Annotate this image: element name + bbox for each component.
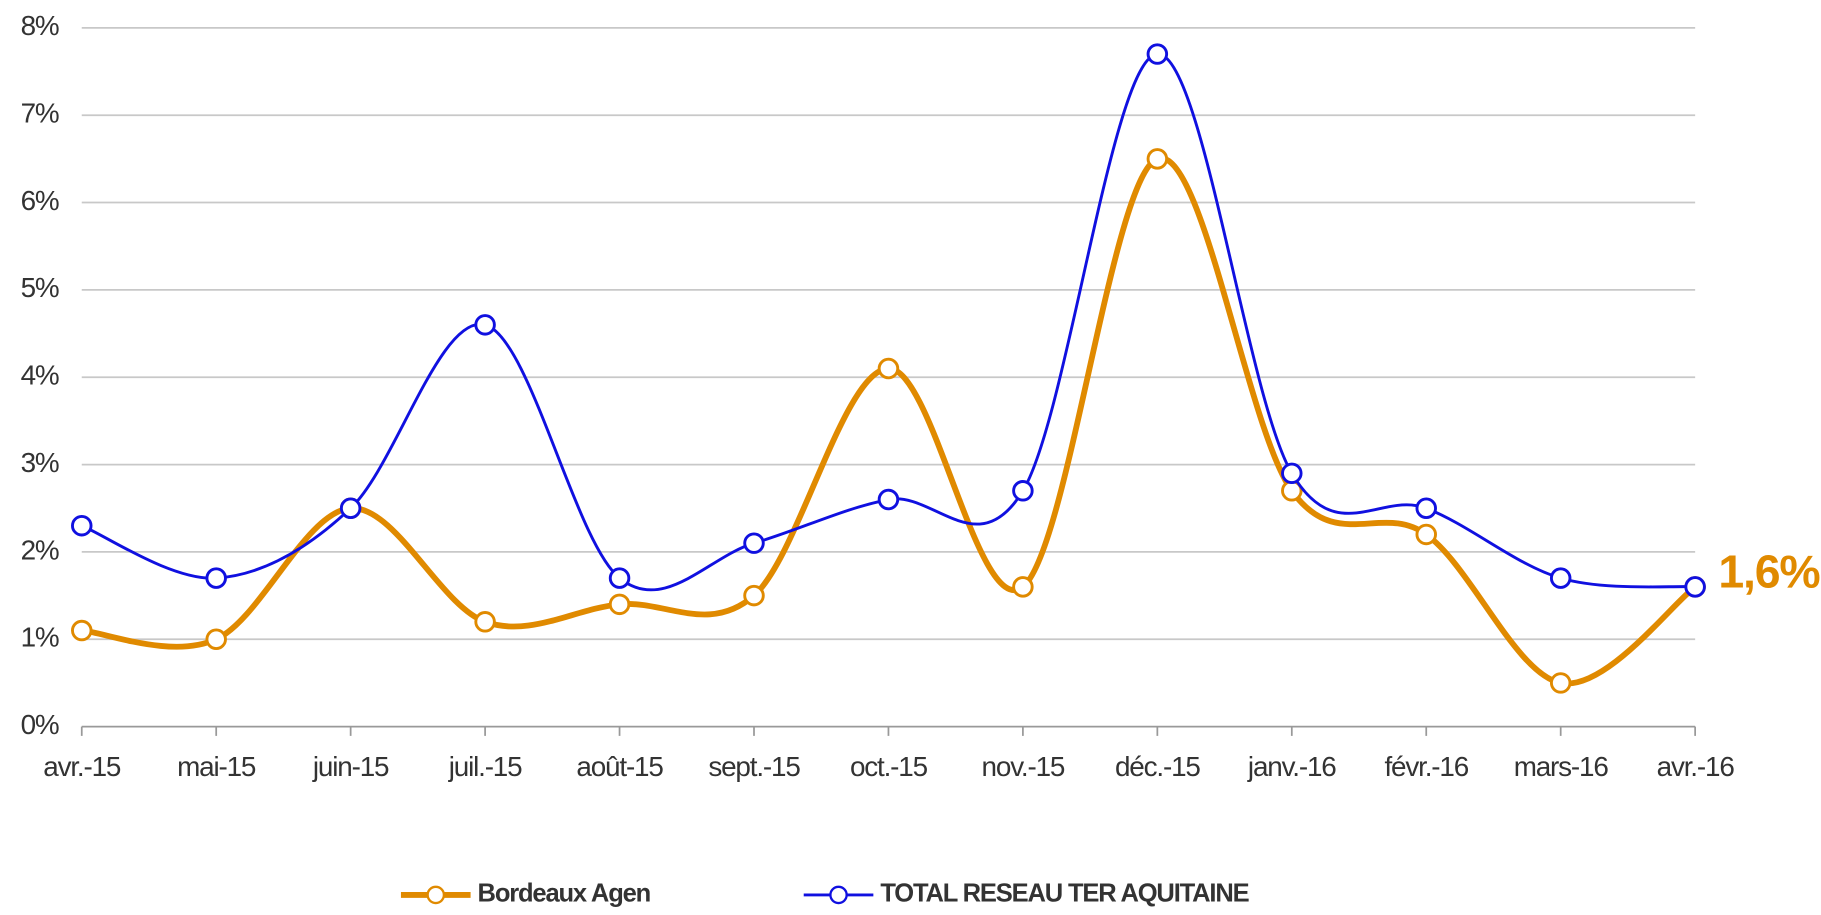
point [877,357,900,380]
legend-label: TOTAL RESEAU TER AQUITAINE [880,880,1249,908]
x-tick-label: janv.-16 [1247,751,1336,782]
y-tick-label: 4% [21,360,59,391]
x-tick-label: mars-16 [1514,751,1609,782]
x-tick-label: juil.-15 [448,751,522,782]
point [1549,672,1572,694]
point [1549,567,1572,589]
x-tick-label: oct.-15 [850,751,928,782]
point [608,567,631,589]
y-tick-label: 2% [21,534,59,565]
point [1012,576,1034,598]
point [743,532,765,554]
point [1281,462,1303,485]
series-line [81,52,1696,592]
point [71,619,93,642]
point [1415,523,1437,546]
point [71,514,93,537]
x-tick-label: nov.-15 [982,751,1065,782]
y-tick-label: 3% [21,447,59,478]
x-tick-label: sept.-15 [708,751,800,782]
x-tick-label: août-15 [576,751,663,782]
value-label: 1,6% [1718,546,1820,598]
x-tick-label: févr.-16 [1384,751,1468,782]
point [877,488,900,511]
y-tick-label: 1% [21,622,59,653]
point [474,314,496,336]
y-tick-label: 0% [21,709,59,740]
point [1012,480,1034,502]
legend-label: Bordeaux Agen [478,880,651,908]
point [1146,43,1169,65]
point [1684,576,1706,598]
legend-marker [829,885,848,905]
x-tick-label: avr.-15 [43,751,121,782]
point [205,628,227,650]
point [339,497,362,519]
legend-marker [426,885,446,905]
point [205,567,227,589]
point [743,584,765,607]
x-tick-label: déc.-15 [1115,751,1200,782]
point [1415,497,1437,519]
point [1146,148,1169,170]
y-tick-label: 7% [21,98,59,129]
series-line [81,155,1697,687]
point [474,611,496,633]
point [608,593,631,616]
y-tick-label: 6% [21,185,59,216]
x-tick-label: avr.-16 [1657,751,1735,782]
x-tick-label: mai-15 [177,751,256,782]
y-tick-label: 8% [21,10,59,41]
y-tick-label: 5% [21,272,59,303]
x-tick-label: juin-15 [312,751,389,782]
